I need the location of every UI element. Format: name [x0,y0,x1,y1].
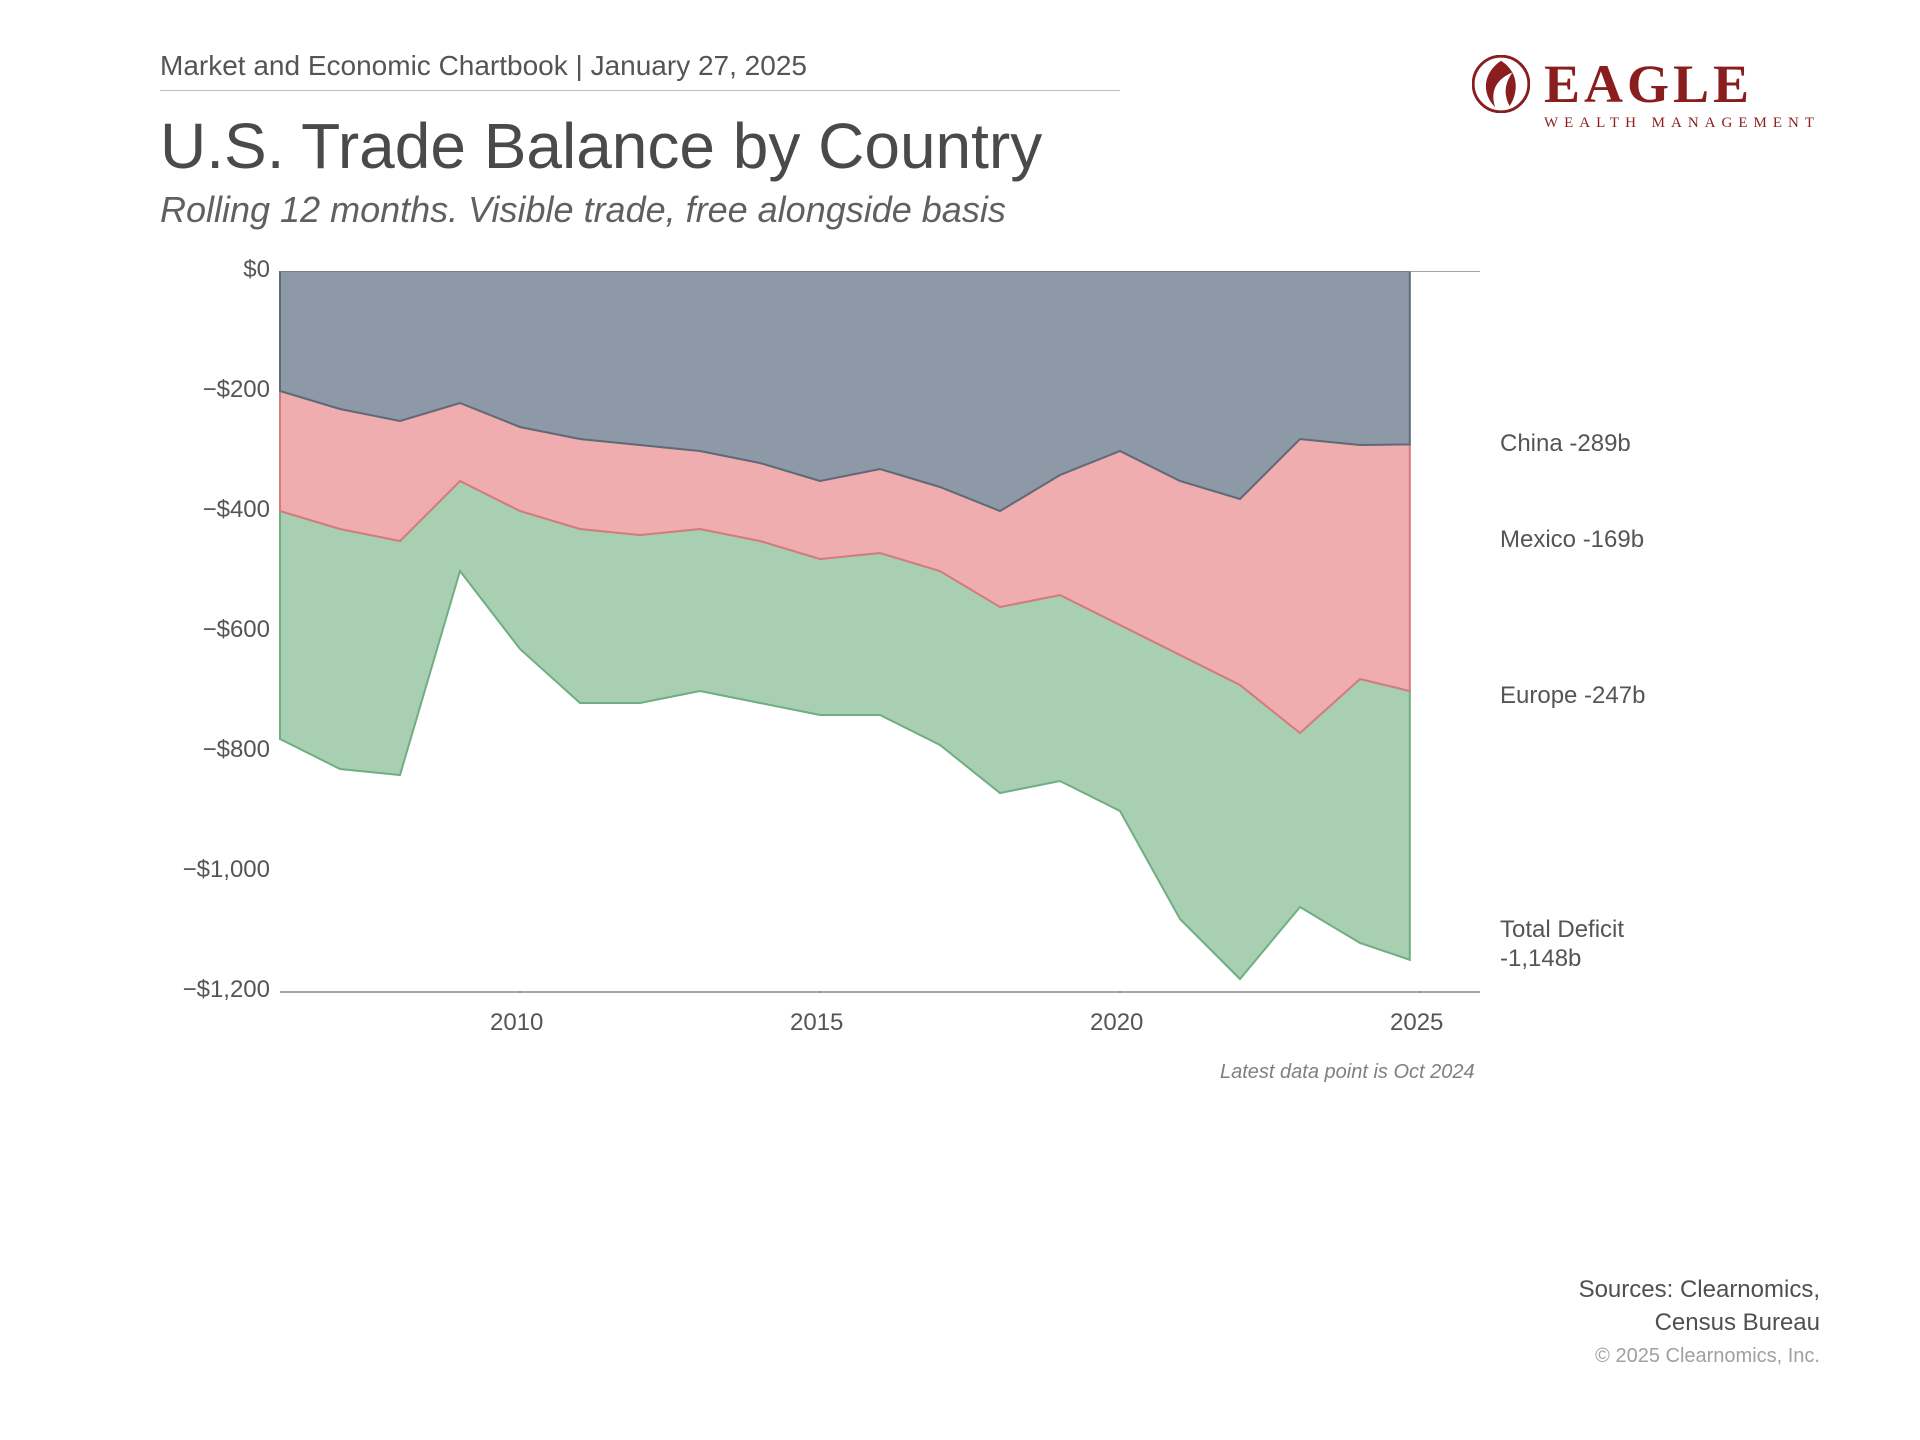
series-end-label: Mexico -169b [1500,526,1644,555]
series-end-label: Total Deficit-1,148b [1500,916,1624,974]
y-tick-label: −$400 [150,496,270,524]
x-tick-label: 2015 [790,1009,843,1037]
chart-area: $0−$200−$400−$600−$800−$1,000−$1,2002010… [160,271,1710,1061]
y-tick-label: −$800 [150,736,270,764]
x-tick-label: 2010 [490,1009,543,1037]
y-tick-label: −$200 [150,376,270,404]
chart-footnote: Latest data point is Oct 2024 [1220,1061,1475,1084]
x-tick-label: 2025 [1390,1009,1443,1037]
logo-text: EAGLE [1544,57,1753,111]
series-end-label: China -289b [1500,430,1631,459]
sources-line-2: Census Bureau [1579,1307,1820,1339]
sources-block: Sources: Clearnomics, Census Bureau © 20… [1579,1274,1820,1370]
y-tick-label: $0 [150,256,270,284]
x-tick-label: 2020 [1090,1009,1143,1037]
y-tick-label: −$1,000 [150,856,270,884]
series-end-label: Europe -247b [1500,682,1645,711]
brand-logo: EAGLE WEALTH MANAGEMENT [1472,55,1820,132]
chart-subtitle: Rolling 12 months. Visible trade, free a… [160,189,1840,231]
copyright: © 2025 Clearnomics, Inc. [1579,1343,1820,1370]
chart-svg [160,271,1480,993]
logo-subtext: WEALTH MANAGEMENT [1544,115,1820,132]
page: Market and Economic Chartbook | January … [0,0,1920,1440]
y-tick-label: −$600 [150,616,270,644]
header-line: Market and Economic Chartbook | January … [160,50,1120,91]
eagle-icon [1472,55,1530,113]
y-tick-label: −$1,200 [150,976,270,1004]
sources-line-1: Sources: Clearnomics, [1579,1274,1820,1306]
